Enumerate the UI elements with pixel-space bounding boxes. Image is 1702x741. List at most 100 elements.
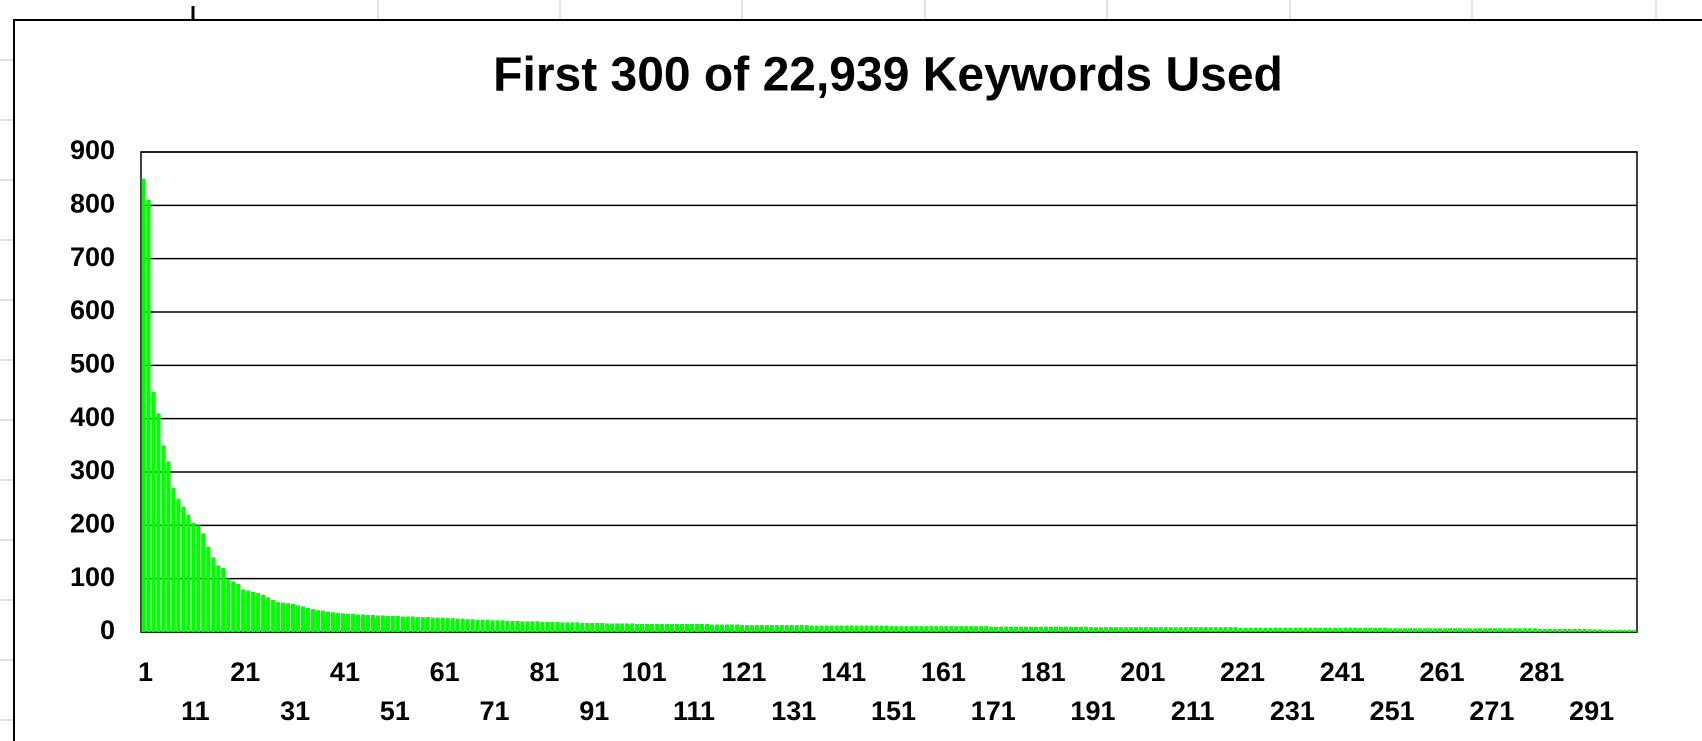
bar — [365, 614, 370, 632]
y-tick-label: 700 — [70, 242, 115, 272]
bar — [1447, 628, 1453, 632]
bar — [1029, 626, 1034, 632]
bar — [1183, 627, 1188, 632]
bar — [455, 618, 460, 632]
bar — [450, 618, 455, 632]
bar — [315, 610, 321, 632]
bar — [1527, 628, 1532, 632]
bar — [1462, 628, 1468, 632]
bar — [480, 619, 485, 632]
bar — [1004, 626, 1009, 632]
bar — [410, 616, 415, 632]
bar — [1303, 627, 1308, 632]
bar — [266, 597, 271, 632]
bar — [704, 624, 710, 632]
bar — [515, 620, 520, 632]
bar — [754, 625, 759, 632]
x-tick-label: 1 — [138, 657, 153, 687]
bar — [565, 622, 570, 632]
bar — [889, 626, 894, 632]
bar — [834, 625, 839, 632]
bar — [156, 413, 161, 632]
x-tick-label: 61 — [430, 657, 460, 687]
x-tick-label: 151 — [871, 696, 916, 726]
bar — [535, 621, 540, 632]
bar — [465, 619, 470, 632]
bar — [355, 614, 361, 632]
bar — [1338, 627, 1343, 632]
bar — [1009, 626, 1014, 632]
bar — [1088, 627, 1094, 632]
bar — [1328, 627, 1333, 632]
bar — [256, 593, 261, 632]
bar — [1073, 626, 1079, 632]
bar — [1014, 626, 1019, 632]
bar — [1223, 627, 1228, 632]
x-tick-label: 141 — [821, 657, 866, 687]
bar — [1437, 628, 1443, 632]
x-tick-label: 281 — [1519, 657, 1564, 687]
bar — [879, 625, 884, 632]
bar — [490, 620, 495, 632]
bar — [1083, 626, 1089, 632]
bar — [979, 626, 984, 632]
bar — [1288, 627, 1293, 632]
bar — [1542, 628, 1547, 632]
x-tick-label: 261 — [1419, 657, 1464, 687]
bar — [1577, 628, 1582, 632]
bar — [839, 625, 844, 632]
bar — [689, 624, 695, 632]
bar — [1432, 628, 1438, 632]
bar — [1363, 627, 1368, 632]
bar — [899, 626, 904, 632]
bar — [669, 624, 675, 632]
bar — [1403, 628, 1408, 632]
bar — [1258, 627, 1263, 632]
bar — [934, 626, 939, 632]
bar — [1024, 626, 1029, 632]
bar — [844, 625, 849, 632]
bar — [999, 626, 1004, 632]
bar — [475, 619, 480, 632]
y-tick-label: 600 — [70, 295, 115, 325]
bar — [405, 616, 410, 632]
bar — [330, 612, 336, 632]
bar — [1268, 627, 1273, 632]
spreadsheet-grid — [0, 0, 1657, 721]
plot-area — [140, 151, 1638, 633]
bar — [1093, 627, 1099, 632]
bar — [660, 624, 665, 632]
bar — [1248, 627, 1253, 632]
bar — [196, 525, 201, 632]
bar — [191, 522, 196, 632]
bar — [1452, 628, 1458, 632]
bar — [794, 625, 799, 632]
bar — [769, 625, 774, 632]
bar — [1507, 628, 1512, 632]
bar — [221, 568, 226, 632]
bar — [1148, 627, 1153, 632]
bar — [1318, 627, 1323, 632]
bar — [520, 621, 525, 632]
bar — [1208, 627, 1213, 632]
bar — [1113, 627, 1118, 632]
bar — [909, 626, 914, 632]
bar — [1348, 627, 1353, 632]
bar — [320, 610, 326, 632]
bar — [1422, 628, 1428, 632]
bar — [630, 623, 635, 632]
bar — [635, 624, 640, 632]
bar — [400, 616, 405, 632]
bar — [171, 488, 176, 632]
bar — [370, 614, 375, 632]
bar — [1158, 627, 1163, 632]
bar — [944, 626, 949, 632]
bar — [1572, 628, 1577, 632]
bar — [560, 622, 565, 632]
bar — [335, 612, 341, 632]
bar — [1487, 628, 1492, 632]
bar — [261, 594, 266, 632]
bar — [864, 625, 869, 632]
bar — [211, 557, 216, 632]
bar — [819, 625, 824, 632]
